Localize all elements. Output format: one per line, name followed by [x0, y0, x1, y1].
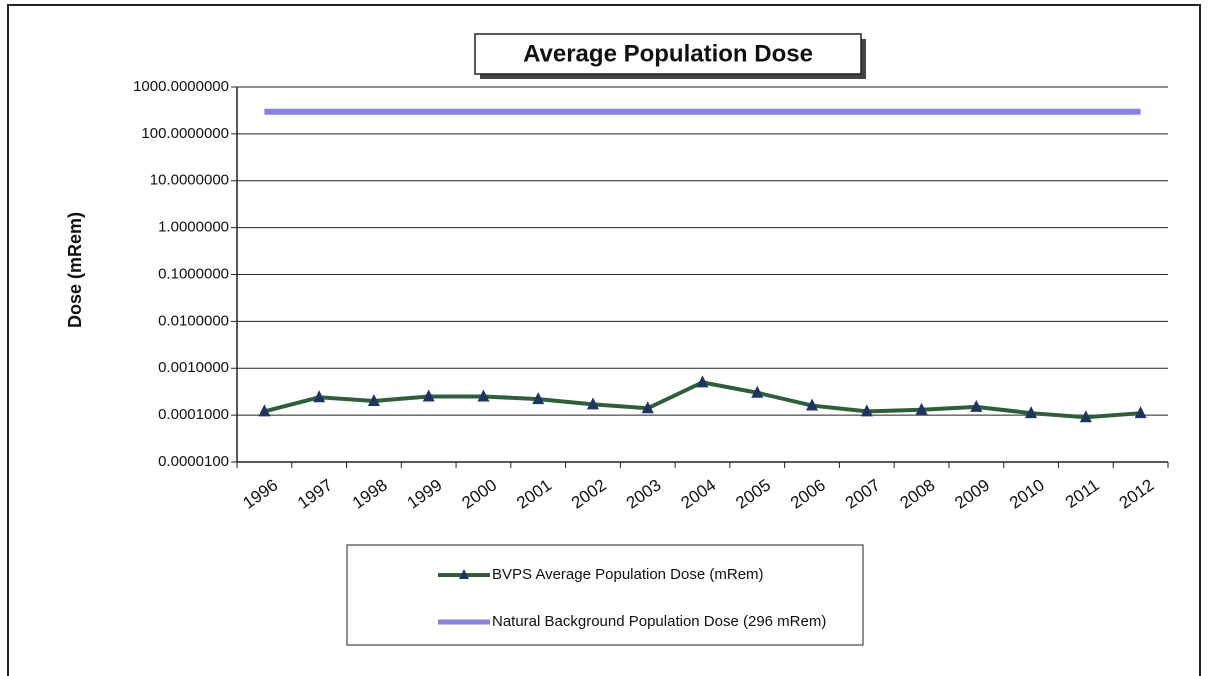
y-tick-label: 100.0000000: [141, 125, 229, 142]
marker: [915, 402, 928, 415]
marker: [1025, 406, 1038, 419]
marker: [367, 394, 380, 407]
marker: [313, 390, 326, 403]
y-tick-label: 1000.0000000: [133, 78, 229, 95]
marker: [696, 375, 709, 388]
y-tick-label: 10.0000000: [150, 172, 229, 189]
title-box: [474, 33, 862, 75]
marker: [1079, 410, 1092, 423]
marker: [970, 399, 983, 412]
y-tick-label: 1.0000000: [158, 219, 229, 236]
y-tick-label: 0.1000000: [158, 265, 229, 282]
y-tick-label: 0.0000100: [158, 453, 229, 470]
marker: [1134, 406, 1147, 419]
legend-marker: [459, 569, 469, 579]
legend-label: Natural Background Population Dose (296 …: [492, 613, 826, 630]
marker: [641, 401, 654, 414]
marker: [477, 389, 490, 402]
marker: [806, 398, 819, 411]
marker: [532, 392, 545, 405]
marker: [860, 404, 873, 417]
marker: [586, 397, 599, 410]
chart-title: Average Population Dose: [523, 40, 813, 67]
y-tick-label: 0.0010000: [158, 359, 229, 376]
marker: [422, 389, 435, 402]
marker: [258, 404, 271, 417]
y-tick-label: 0.0100000: [158, 312, 229, 329]
legend-box: [346, 544, 864, 646]
y-axis-label: Dose (mRem): [65, 212, 85, 328]
legend-label: BVPS Average Population Dose (mRem): [492, 566, 764, 583]
marker: [751, 385, 764, 398]
y-tick-label: 0.0001000: [158, 406, 229, 423]
